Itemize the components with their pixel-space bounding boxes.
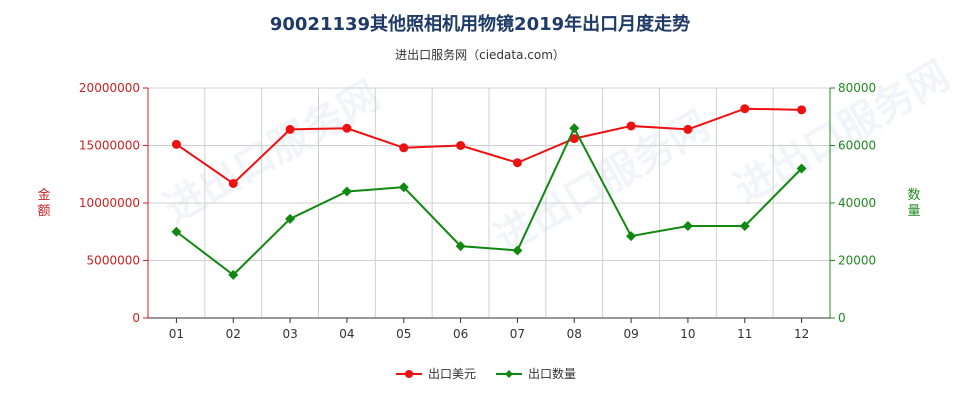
data-point-quantity — [341, 186, 352, 197]
data-point-quantity — [512, 245, 523, 256]
x-axis-tick-label: 12 — [794, 327, 809, 341]
data-point-amount — [512, 158, 522, 168]
data-point-amount — [456, 141, 466, 150]
x-axis-tick-label: 05 — [396, 327, 411, 341]
x-axis-tick-label: 07 — [510, 327, 525, 341]
right-axis-tick-label: 60000 — [838, 139, 876, 153]
data-point-quantity — [739, 221, 750, 231]
right-axis-title: 数 — [907, 188, 920, 203]
chart-title: 90021139其他照相机用物镜2019年出口月度走势 — [269, 14, 691, 35]
right-axis-tick-label: 20000 — [838, 254, 876, 268]
left-axis-tick-label: 10000000 — [79, 196, 140, 210]
legend-swatch-marker — [405, 370, 413, 378]
x-axis-tick-label: 08 — [567, 327, 582, 341]
x-axis-tick-label: 01 — [169, 327, 184, 341]
data-point-quantity — [228, 269, 239, 280]
data-point-amount — [399, 143, 409, 153]
data-point-quantity — [171, 226, 182, 237]
right-axis-tick-label: 80000 — [838, 81, 876, 95]
left-axis-tick-label: 20000000 — [79, 81, 140, 95]
data-point-amount — [171, 139, 181, 149]
data-point-quantity — [682, 221, 693, 231]
left-axis-title: 金 — [37, 187, 50, 203]
data-point-amount — [285, 124, 295, 134]
x-axis-tick-label: 10 — [680, 327, 695, 341]
x-axis-tick-label: 06 — [453, 327, 468, 341]
x-axis-tick-label: 02 — [226, 327, 241, 341]
legend-label: 出口数量 — [528, 366, 576, 381]
data-point-quantity — [285, 213, 296, 224]
data-point-quantity — [626, 231, 637, 242]
data-point-amount — [626, 121, 636, 131]
chart-subtitle: 进出口服务网（ciedata.com） — [395, 48, 565, 62]
data-point-quantity — [398, 182, 409, 193]
x-axis-tick-label: 04 — [339, 327, 354, 341]
data-point-amount — [569, 134, 579, 144]
right-axis-title: 量 — [907, 204, 920, 219]
data-point-amount — [683, 124, 693, 134]
x-axis-tick-label: 11 — [737, 327, 752, 341]
data-point-amount — [342, 123, 352, 133]
left-axis-tick-label: 15000000 — [79, 139, 140, 153]
data-point-amount — [797, 105, 807, 115]
data-point-quantity — [796, 163, 807, 174]
x-axis-tick-label: 09 — [623, 327, 638, 341]
left-axis-title: 额 — [37, 204, 50, 219]
right-axis-tick-label: 0 — [838, 311, 846, 325]
series-line-amount — [175, 107, 802, 185]
data-point-amount — [228, 178, 238, 188]
right-axis-tick-label: 40000 — [838, 196, 876, 210]
left-axis-tick-label: 0 — [132, 311, 140, 325]
series-line-quantity — [175, 125, 803, 277]
legend-label: 出口美元 — [428, 367, 476, 381]
data-point-amount — [740, 104, 750, 114]
data-point-quantity — [455, 241, 466, 252]
data-point-quantity — [569, 123, 580, 134]
left-axis-tick-label: 5000000 — [87, 254, 140, 268]
legend-swatch-marker — [505, 370, 513, 378]
x-axis-tick-label: 03 — [282, 327, 297, 341]
